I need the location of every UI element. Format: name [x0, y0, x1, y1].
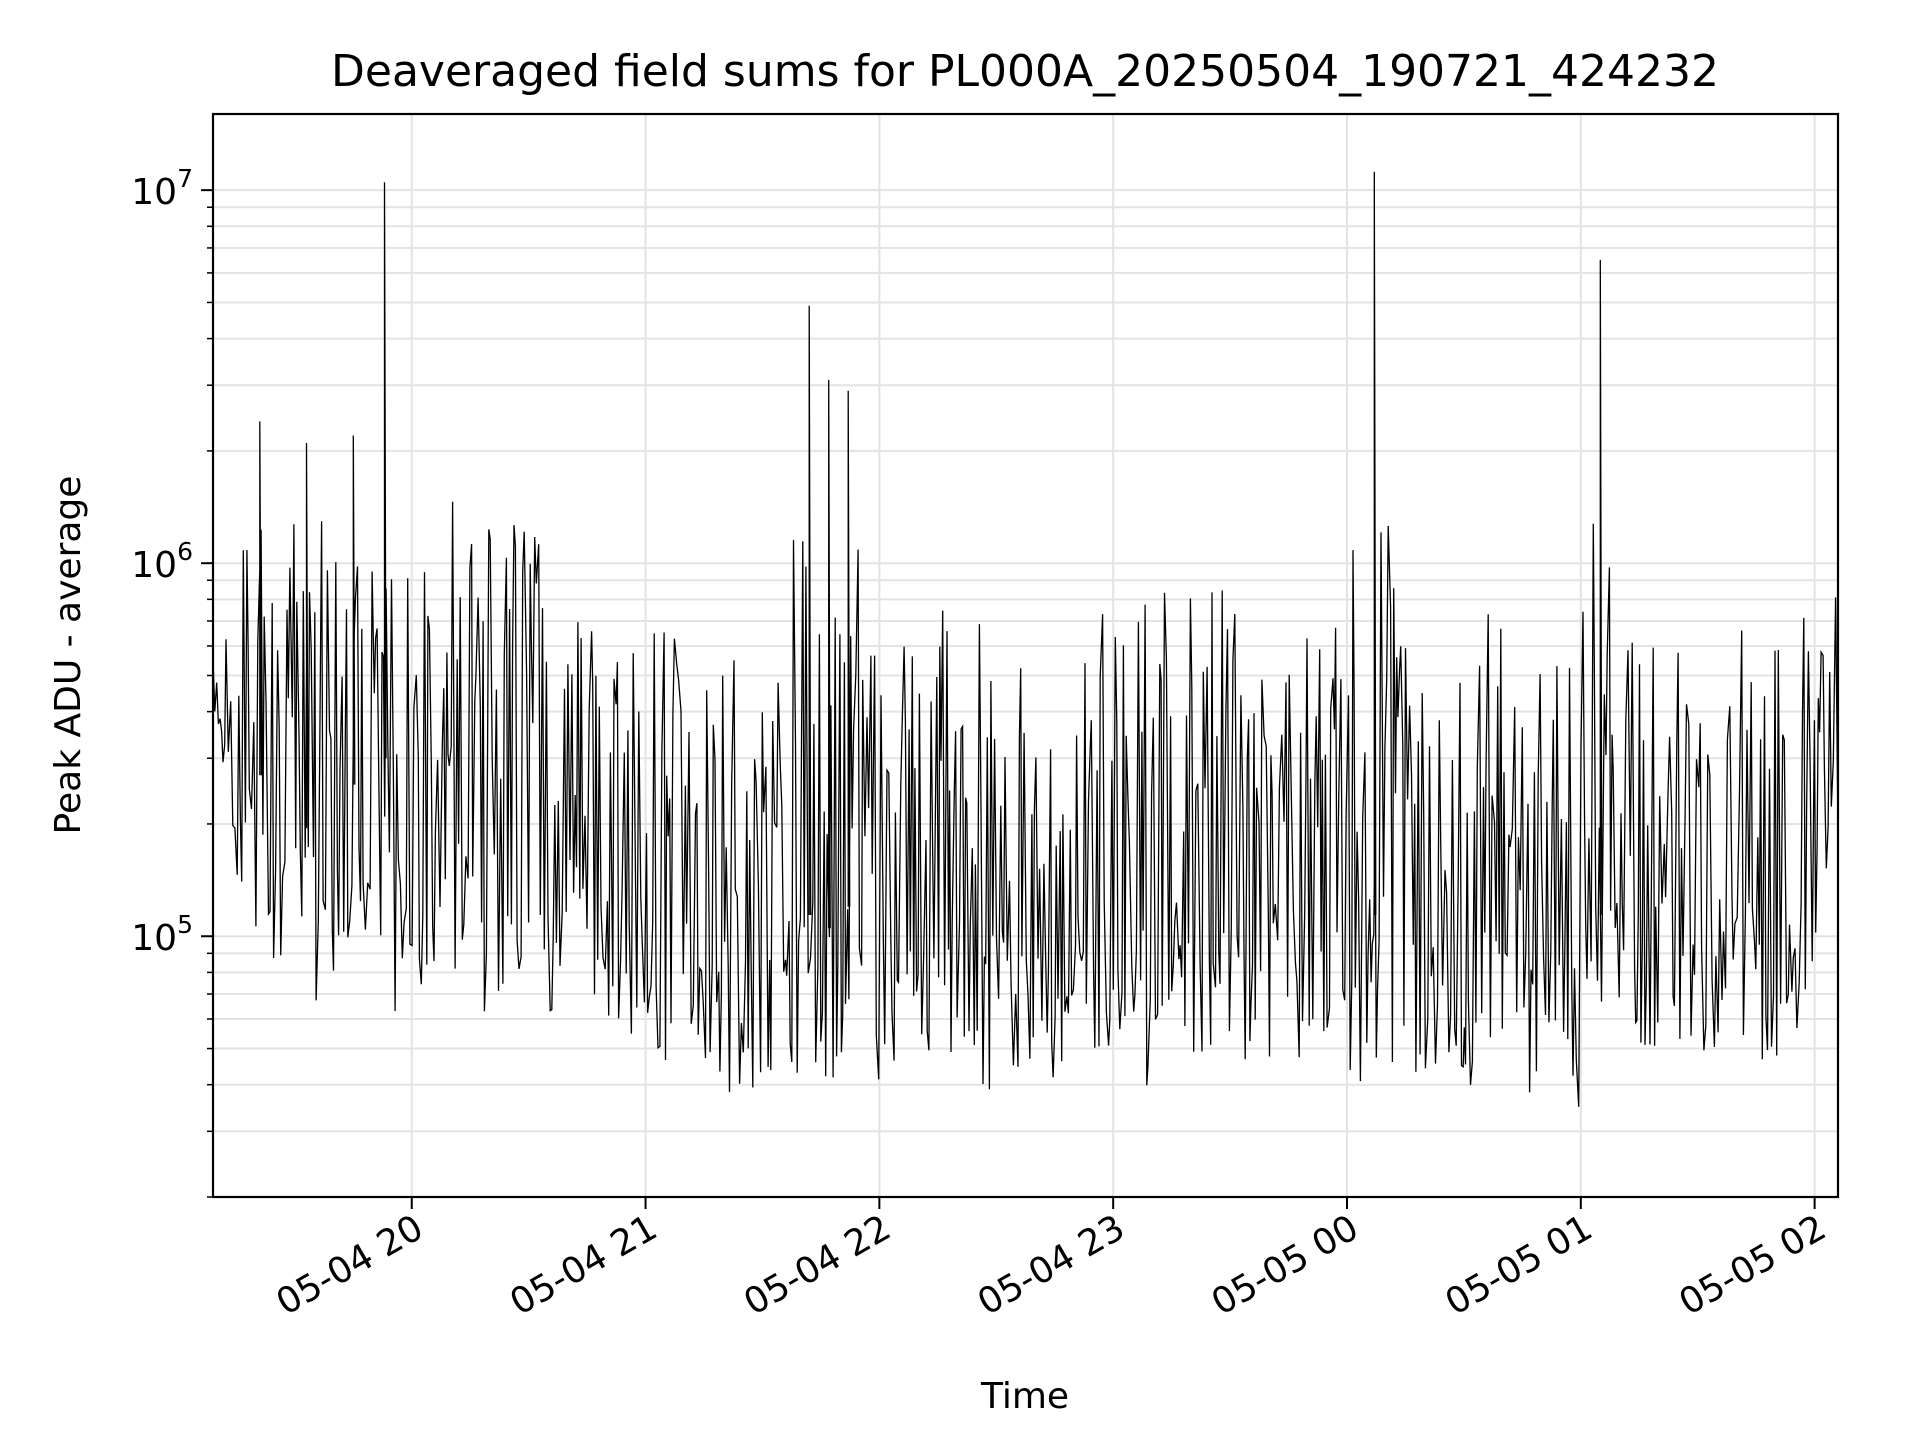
y-tick-label: 105 [131, 910, 193, 959]
series-line [213, 171, 1838, 1107]
plot-frame [211, 112, 1840, 1199]
grid-lines [213, 114, 1838, 1198]
y-axis-label: Peak ADU - average [48, 476, 89, 835]
y-axis: 105 106 107 [131, 164, 213, 1198]
y-tick-label: 106 [131, 537, 193, 586]
y-tick-label: 107 [131, 164, 193, 213]
chart-title: Deaveraged field sums for PL000A_2025050… [331, 46, 1719, 97]
x-axis-label: Time [980, 1376, 1069, 1417]
